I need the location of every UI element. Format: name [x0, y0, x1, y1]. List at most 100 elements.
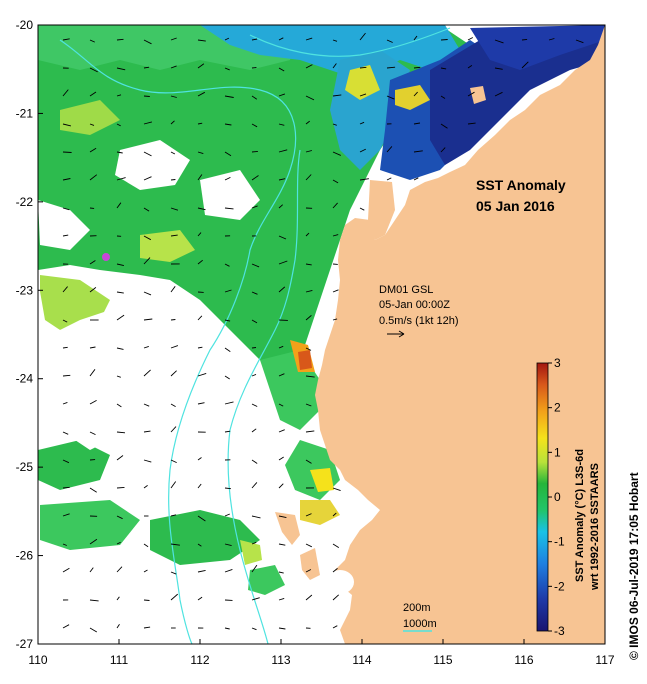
- current-arrow: [278, 571, 284, 574]
- current-arrow: [224, 176, 231, 181]
- current-arrow: [62, 319, 68, 323]
- current-arrow: [305, 459, 312, 464]
- current-arrow: [62, 401, 68, 405]
- current-arrow: [386, 95, 395, 100]
- current-arrow: [440, 39, 448, 41]
- current-arrow: [224, 513, 230, 517]
- current-arrow: [440, 123, 448, 129]
- current-arrow: [170, 345, 179, 349]
- current-arrow: [170, 37, 177, 41]
- current-arrow: [89, 431, 96, 436]
- current-arrow: [224, 289, 232, 293]
- current-arrow: [278, 373, 285, 377]
- x-axis: 110 111 112 113 114 115 116 117: [28, 639, 615, 667]
- current-arrow: [224, 430, 231, 433]
- current-arrow: [197, 372, 207, 377]
- current-arrow: [305, 403, 312, 407]
- current-arrow: [62, 486, 70, 489]
- current-arrow: [143, 599, 150, 601]
- current-arrow: [116, 94, 122, 97]
- bathymetry-contours: [59, 27, 451, 644]
- current-arrow: [116, 515, 123, 520]
- current-arrow: [332, 512, 337, 517]
- current-arrow: [170, 151, 176, 155]
- current-arrow: [278, 260, 288, 265]
- current-arrow: [413, 122, 421, 125]
- current-arrow: [305, 120, 310, 125]
- current-arrow: [251, 459, 258, 464]
- current-arrow: [116, 541, 121, 545]
- current-time: 05-Jan 00:00Z: [379, 299, 450, 311]
- current-arrow: [116, 263, 125, 267]
- current-arrow: [170, 319, 176, 321]
- current-arrow: [494, 67, 503, 70]
- current-arrow: [143, 291, 152, 296]
- current-arrow: [224, 347, 231, 352]
- current-arrow: [251, 95, 258, 100]
- current-arrow: [224, 401, 234, 405]
- current-arrow: [197, 402, 205, 405]
- current-arrow: [278, 37, 284, 41]
- current-arrow: [197, 174, 203, 181]
- current-arrow: [305, 543, 312, 548]
- current-arrow: [305, 594, 313, 601]
- current-arrow: [116, 375, 121, 378]
- current-arrow: [332, 94, 342, 97]
- current-arrow: [575, 39, 584, 44]
- x-tick-label: 117: [595, 653, 614, 667]
- current-arrow: [170, 403, 176, 407]
- current-arrow: [224, 67, 230, 71]
- current-arrow: [305, 150, 313, 153]
- current-arrow: [116, 455, 124, 461]
- current-arrow: [197, 596, 203, 601]
- current-arrow: [62, 543, 67, 546]
- bay: [326, 570, 354, 594]
- current-arrow: [170, 593, 178, 601]
- current-arrow: [305, 232, 310, 237]
- current-arrow: [116, 291, 124, 294]
- current-arrow: [197, 151, 204, 155]
- current-arrow: [197, 63, 205, 69]
- current-arrow: [251, 291, 258, 295]
- current-arrow: [143, 39, 152, 45]
- current-arrow: [62, 346, 68, 349]
- current-arrow: [143, 66, 150, 69]
- colorbar-tick-label: 1: [554, 445, 561, 459]
- current-arrow: [116, 67, 126, 71]
- current-arrow: [143, 207, 150, 212]
- current-arrow: [197, 457, 202, 461]
- current-arrow: [224, 95, 234, 98]
- current-arrow: [170, 426, 177, 433]
- current-arrow: [62, 234, 69, 237]
- current-arrow: [467, 37, 474, 41]
- x-tick-label: 114: [352, 653, 371, 667]
- current-arrow: [251, 67, 257, 69]
- colorbar-label-1: SST Anomaly (°C) L3S-6d: [574, 449, 586, 582]
- current-arrow: [116, 623, 120, 629]
- current-arrow: [278, 93, 286, 97]
- current-arrow: [197, 515, 206, 522]
- current-arrow: [386, 177, 392, 181]
- y-tick-label: -25: [16, 460, 34, 474]
- island-south: [300, 548, 320, 580]
- current-arrow: [332, 202, 338, 209]
- y-tick-label: -22: [16, 195, 34, 209]
- current-arrow: [305, 315, 312, 321]
- colorbar-tick-label: 0: [554, 490, 561, 504]
- current-arrow: [251, 373, 257, 377]
- current-arrow: [170, 234, 178, 237]
- current-arrow: [143, 430, 151, 433]
- current-arrow: [197, 122, 203, 125]
- current-arrow: [62, 123, 72, 127]
- current-arrow: [224, 627, 230, 630]
- x-tick-label: 113: [271, 653, 290, 667]
- current-arrow: [332, 487, 341, 492]
- current-arrow: [170, 179, 176, 181]
- current-arrow: [305, 430, 315, 433]
- current-arrow: [62, 207, 70, 211]
- current-arrow: [305, 569, 312, 573]
- current-arrow: [359, 93, 367, 97]
- copyright-notice: © IMOS 06-Jul-2019 17:05 Hobart: [627, 472, 641, 660]
- current-arrow: [116, 177, 126, 181]
- current-arrow: [89, 400, 97, 405]
